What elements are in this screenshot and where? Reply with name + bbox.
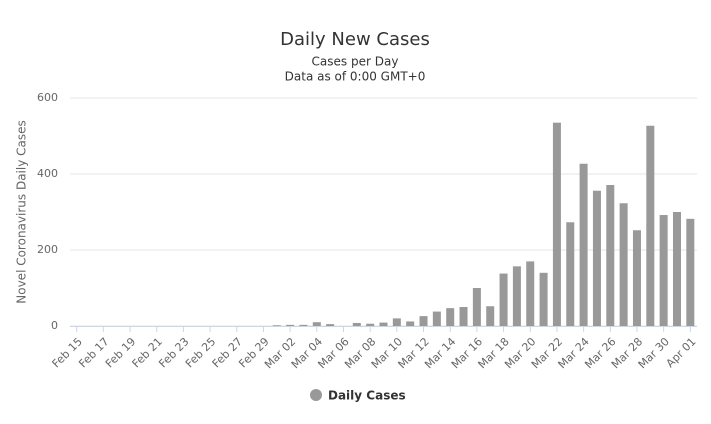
bar [352, 322, 361, 326]
bar [286, 324, 295, 326]
bar [592, 190, 601, 326]
bar [419, 316, 428, 326]
bar [499, 273, 508, 326]
y-tick-label: 400 [37, 167, 58, 180]
bar [366, 323, 375, 326]
y-tick-label: 200 [37, 243, 58, 256]
bar [526, 261, 535, 326]
legend-label: Daily Cases [328, 389, 406, 403]
y-axis-label: Novel Coronavirus Daily Cases [15, 120, 29, 303]
bar [672, 212, 681, 326]
bar [539, 272, 548, 326]
bar [312, 322, 321, 326]
bar [406, 321, 415, 326]
bar [459, 307, 468, 326]
legend-marker [310, 389, 322, 401]
bar [632, 230, 641, 326]
y-tick-label: 600 [37, 91, 58, 104]
bar [379, 322, 388, 326]
bar [432, 311, 441, 326]
bar [486, 306, 495, 326]
bar [446, 308, 455, 326]
chart-title: Daily New Cases [280, 29, 430, 50]
bar [579, 163, 588, 326]
bar [659, 215, 668, 326]
bar [552, 122, 561, 326]
y-tick-label: 0 [51, 319, 58, 332]
bar [566, 222, 575, 326]
bar [472, 288, 481, 326]
bar [686, 218, 695, 326]
bar [272, 325, 281, 326]
bar [299, 324, 308, 326]
bar [606, 185, 615, 326]
bar [646, 125, 655, 327]
x-tick-label: Apr 01 [664, 335, 699, 370]
chart-subtitle: Cases per Day [312, 55, 399, 69]
bar [619, 203, 628, 326]
bar [392, 318, 401, 326]
bar [512, 266, 521, 326]
bar [326, 324, 335, 326]
chart-subtitle: Data as of 0:00 GMT+0 [285, 70, 426, 84]
